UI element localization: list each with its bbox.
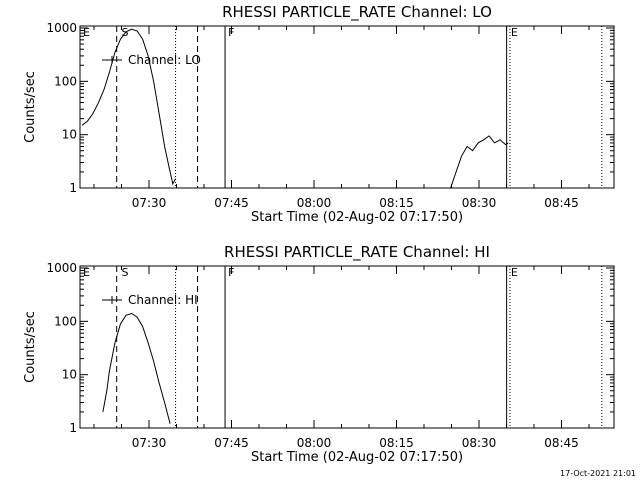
x-tick-label: 08:30 xyxy=(462,436,497,450)
series-line xyxy=(450,135,509,189)
legend-entry: Channel: HI xyxy=(128,293,198,307)
footer-timestamp: 17-Oct-2021 21:01 xyxy=(560,469,636,478)
x-tick-label: 08:00 xyxy=(297,436,332,450)
y-axis-label: Counts/sec xyxy=(23,71,38,143)
series-line xyxy=(102,312,171,424)
chart-title: RHESSI PARTICLE_RATE Channel: HI xyxy=(224,243,490,262)
y-tick-label: 100 xyxy=(54,74,77,88)
x-tick-label: 08:00 xyxy=(297,196,332,210)
marker-label: E xyxy=(83,26,90,39)
marker-label: E xyxy=(511,26,518,39)
y-tick-label: 1000 xyxy=(46,21,77,35)
y-axis-label: Counts/sec xyxy=(23,311,38,383)
series-line xyxy=(81,28,177,186)
x-tick-label: 07:30 xyxy=(132,196,167,210)
marker-label: F xyxy=(228,26,234,39)
x-tick-label: 08:15 xyxy=(379,196,414,210)
x-tick-label: 07:45 xyxy=(214,436,249,450)
y-tick-label: 100 xyxy=(54,314,77,328)
y-tick-label: 1000 xyxy=(46,261,77,275)
chart-title: RHESSI PARTICLE_RATE Channel: LO xyxy=(222,3,492,22)
marker-label: S xyxy=(121,266,128,279)
plot-frame xyxy=(79,265,615,429)
x-tick-label: 07:30 xyxy=(132,436,167,450)
y-tick-label: 1 xyxy=(69,421,77,435)
y-tick-label: 10 xyxy=(62,368,77,382)
x-axis-label: Start Time (02-Aug-02 07:17:50) xyxy=(251,450,463,465)
x-tick-label: 07:45 xyxy=(214,196,249,210)
x-tick-label: 08:30 xyxy=(462,196,497,210)
y-tick-label: 1 xyxy=(69,181,77,195)
y-tick-label: 10 xyxy=(62,128,77,142)
plot-frame xyxy=(79,25,615,189)
x-tick-label: 08:45 xyxy=(544,196,579,210)
marker-label: E xyxy=(511,266,518,279)
marker-label: F xyxy=(228,266,234,279)
x-tick-label: 08:45 xyxy=(544,436,579,450)
x-axis-label: Start Time (02-Aug-02 07:17:50) xyxy=(251,210,463,225)
x-tick-label: 08:15 xyxy=(379,436,414,450)
marker-label: E xyxy=(83,266,90,279)
legend-entry: Channel: LO xyxy=(128,53,201,67)
